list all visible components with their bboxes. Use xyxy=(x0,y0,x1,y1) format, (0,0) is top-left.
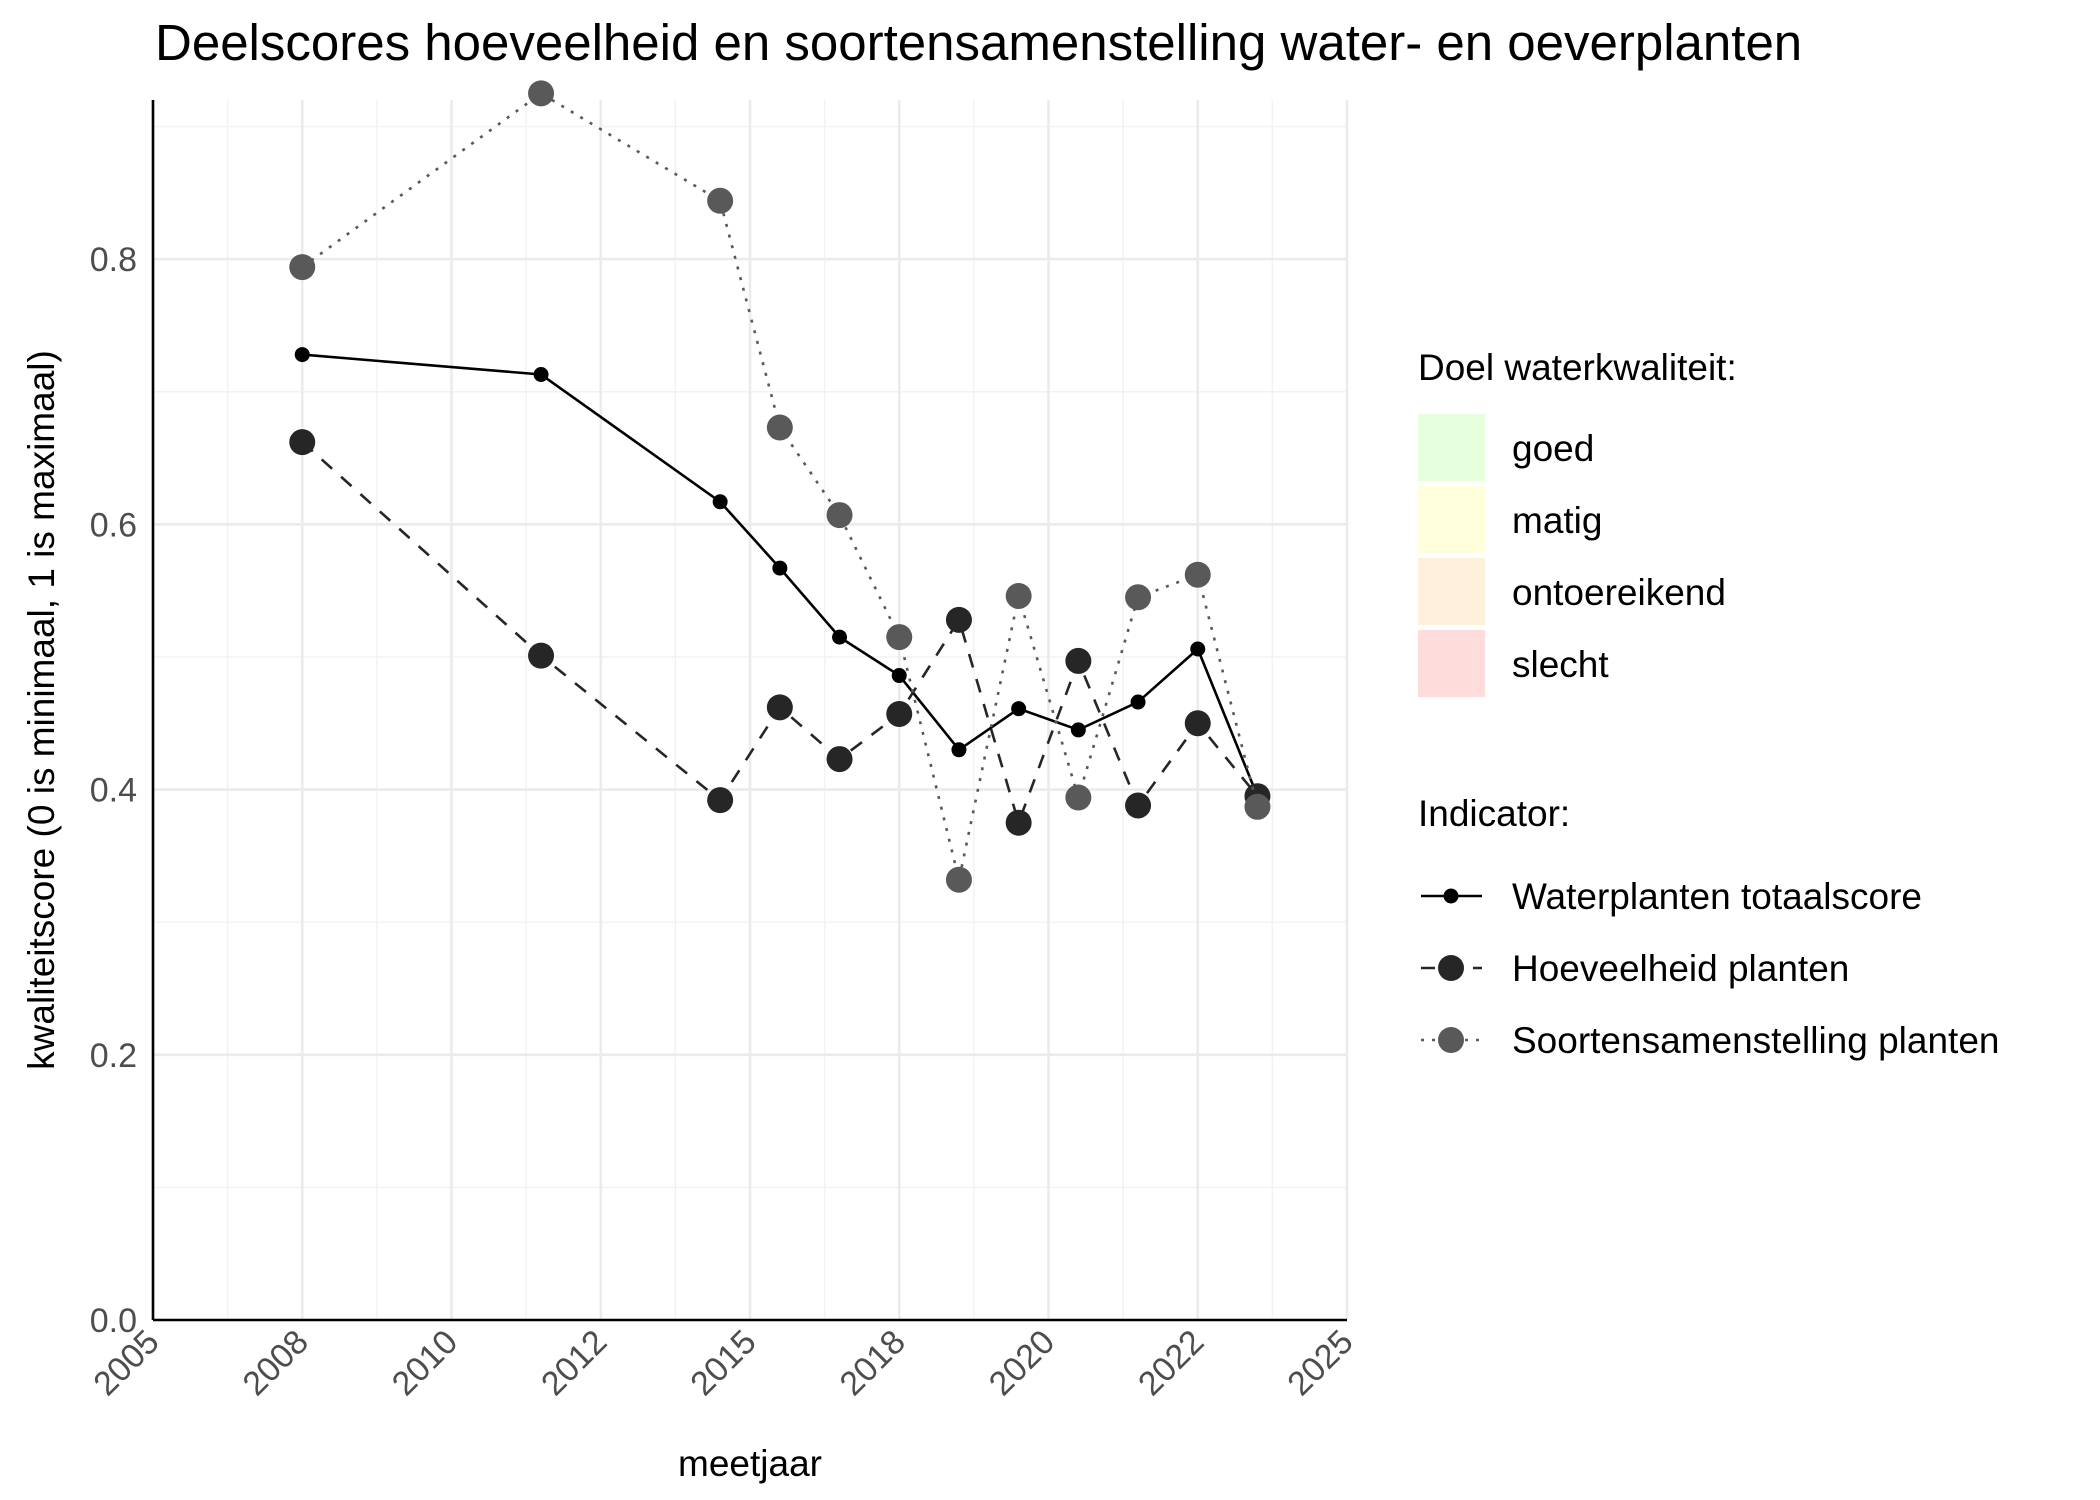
data-point xyxy=(1125,584,1152,611)
data-point xyxy=(712,494,728,510)
legend-series-marker xyxy=(1438,1027,1464,1053)
legend-fill-key xyxy=(1418,414,1485,481)
data-point xyxy=(1184,710,1211,737)
data-point xyxy=(1011,701,1027,717)
series-line xyxy=(302,353,1259,797)
data-point xyxy=(1070,722,1086,738)
series-layer xyxy=(289,80,1271,893)
legend-fill-label: matig xyxy=(1512,500,1602,541)
data-point xyxy=(1065,784,1092,811)
grid-major xyxy=(151,100,1349,1322)
series-line xyxy=(301,441,1259,827)
x-tick-labels: 2005 2008 2010 2012 2015 2018 2020 2022 2025 xyxy=(86,1323,1360,1403)
data-point xyxy=(1184,561,1211,588)
data-point xyxy=(766,694,793,721)
data-point xyxy=(826,502,853,529)
y-axis-title: kwaliteitscore (0 is minimaal, 1 is maxi… xyxy=(21,350,62,1070)
legend-doel-waterkwaliteit: Doel waterkwaliteit: goed matig ontoereike… xyxy=(1418,347,1737,697)
y-tick-label: 0.4 xyxy=(90,772,137,810)
data-point xyxy=(832,629,848,645)
data-point xyxy=(772,560,788,576)
data-point xyxy=(1190,641,1206,657)
legend-fill-label: ontoereikend xyxy=(1512,572,1726,613)
data-point xyxy=(1125,792,1152,819)
data-point xyxy=(707,187,734,214)
data-point xyxy=(945,866,972,893)
data-point xyxy=(826,746,853,773)
legend-fill-key xyxy=(1418,558,1485,625)
legend-series-marker xyxy=(1438,955,1464,981)
data-point xyxy=(945,606,972,633)
x-tick-label: 2012 xyxy=(534,1323,614,1403)
chart-title: Deelscores hoeveelheid en soortensamenst… xyxy=(155,14,1802,71)
legend-indicator: Indicator: Waterplanten totaalscore Hoeve… xyxy=(1418,793,2000,1061)
data-point xyxy=(1005,582,1032,609)
y-tick-label: 0.0 xyxy=(90,1302,137,1340)
data-point xyxy=(707,787,734,814)
data-point xyxy=(289,254,316,281)
legend-series-label: Soortensamenstelling planten xyxy=(1512,1020,2000,1061)
x-tick-label: 2025 xyxy=(1280,1323,1360,1403)
data-point xyxy=(528,80,555,107)
series-line xyxy=(301,91,1259,881)
x-axis-title: meetjaar xyxy=(678,1443,822,1484)
legend-fill-label: goed xyxy=(1512,428,1594,469)
x-tick-label: 2018 xyxy=(833,1323,913,1403)
data-point xyxy=(886,624,913,651)
legend-fill-title: Doel waterkwaliteit: xyxy=(1418,347,1737,388)
data-point xyxy=(1065,647,1092,674)
x-tick-label: 2010 xyxy=(385,1323,465,1403)
y-tick-label: 0.8 xyxy=(90,241,137,279)
y-tick-label: 0.2 xyxy=(90,1037,137,1075)
x-tick-label: 2015 xyxy=(683,1323,763,1403)
data-point xyxy=(891,668,907,684)
data-point xyxy=(533,367,549,382)
legend-series-label: Waterplanten totaalscore xyxy=(1512,876,1922,917)
legend-series-label: Hoeveelheid planten xyxy=(1512,948,1849,989)
data-point xyxy=(1005,809,1032,836)
data-point xyxy=(886,700,913,727)
x-tick-label: 2008 xyxy=(236,1323,316,1403)
data-point xyxy=(294,347,310,363)
data-point xyxy=(1130,694,1146,710)
data-point xyxy=(528,642,555,669)
legend-fill-key xyxy=(1418,486,1485,553)
x-tick-label: 2022 xyxy=(1131,1323,1211,1403)
data-point xyxy=(1244,793,1271,820)
data-point xyxy=(951,742,967,758)
y-tick-labels: 0.0 0.2 0.4 0.6 0.8 xyxy=(90,241,137,1340)
data-point xyxy=(289,429,316,456)
data-point xyxy=(766,414,793,441)
legend-fill-key xyxy=(1418,630,1485,697)
legend-fill-label: slecht xyxy=(1512,644,1609,685)
legend-series-marker xyxy=(1443,888,1459,904)
y-tick-label: 0.6 xyxy=(90,506,137,544)
legend-series-title: Indicator: xyxy=(1418,793,1570,834)
x-tick-label: 2020 xyxy=(982,1323,1062,1403)
